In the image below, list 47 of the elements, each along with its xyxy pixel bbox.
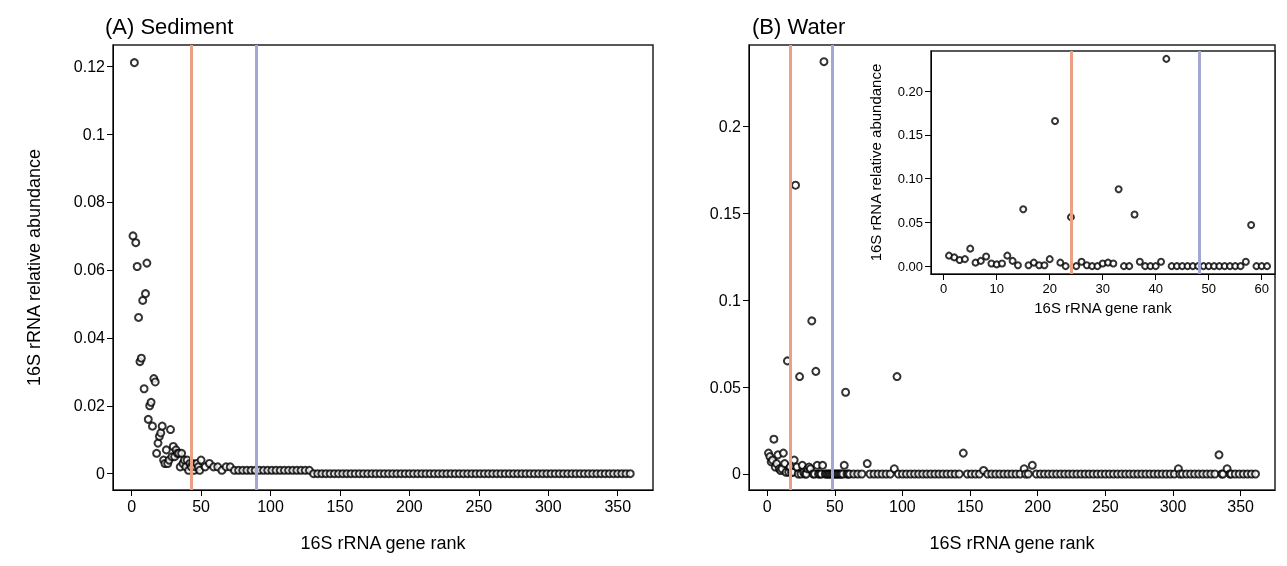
x-axis-title: 16S rRNA gene rank (929, 533, 1096, 553)
y-tick-label: 0.10 (897, 171, 923, 187)
x-tick-label: 300 (534, 497, 562, 515)
y-axis-title: 16S rRNA relative abundance (867, 63, 884, 262)
y-tick-label: 0.08 (73, 193, 106, 211)
y-tick-label: 0.2 (718, 117, 742, 135)
x-tick-label: 100 (257, 497, 284, 515)
y-tick-label: 0.12 (73, 57, 106, 75)
x-tick-label: 250 (465, 497, 493, 515)
y-tick-label: 0.1 (718, 291, 742, 309)
y-tick-label: 0.05 (709, 378, 742, 396)
y-axis-title: 16S rRNA relative abundance (24, 148, 44, 387)
y-tick-label: 0.02 (73, 397, 106, 415)
y-tick-label: 0.04 (73, 329, 106, 347)
chart-title: (A) Sediment (105, 13, 234, 39)
chart-title: (B) Water (752, 13, 846, 39)
x-tick-label: 100 (889, 497, 916, 515)
y-tick-label: 0.15 (709, 204, 742, 222)
y-tick-label: 0.00 (897, 258, 923, 274)
x-tick-label: 200 (396, 497, 423, 515)
x-tick-label: 20 (1042, 281, 1057, 296)
x-tick-label: 150 (956, 497, 984, 515)
x-tick-label: 50 (825, 497, 844, 515)
x-tick-label: 30 (1095, 281, 1110, 296)
x-tick-label: 350 (1227, 497, 1255, 515)
x-tick-label: 200 (1024, 497, 1052, 515)
y-tick-label: 0.20 (897, 83, 923, 99)
y-tick-label: 0.1 (82, 125, 106, 143)
x-axis-title: 16S rRNA gene rank (300, 533, 467, 553)
x-tick-label: 0 (940, 281, 948, 296)
x-tick-label: 0 (127, 497, 137, 515)
x-tick-label: 50 (1201, 281, 1216, 296)
x-tick-label: 250 (1092, 497, 1119, 515)
x-tick-label: 300 (1159, 497, 1187, 515)
x-axis-title: 16S rRNA gene rank (1034, 299, 1173, 316)
y-tick-label: 0.15 (897, 127, 923, 143)
y-tick-label: 0.05 (897, 214, 923, 230)
x-tick-label: 50 (192, 497, 211, 515)
x-tick-label: 150 (326, 497, 354, 515)
y-tick-label: 0.06 (73, 261, 106, 279)
y-tick-label: 0 (732, 465, 742, 483)
x-tick-label: 60 (1254, 281, 1269, 296)
x-tick-label: 10 (989, 281, 1004, 296)
x-tick-label: 0 (762, 497, 772, 515)
x-tick-label: 40 (1148, 281, 1163, 296)
y-tick-label: 0 (96, 465, 106, 483)
x-tick-label: 350 (604, 497, 632, 515)
